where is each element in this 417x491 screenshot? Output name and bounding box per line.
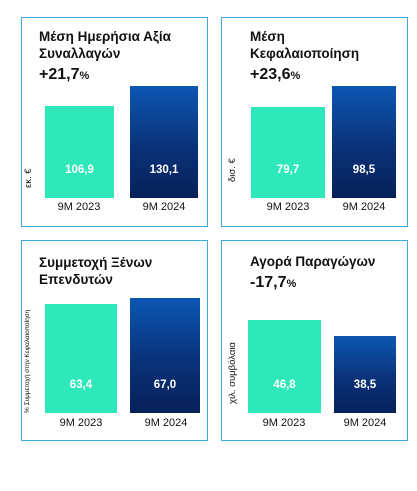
change-unit: % — [79, 70, 90, 82]
bar-value-label: 63,4 — [69, 379, 93, 391]
panel-title-line-1: Συμμετοχή Ξένων — [39, 255, 153, 270]
bar-9m-2024: 67,0 — [130, 298, 200, 413]
category-label-9m-2023: 9M 2023 — [59, 417, 103, 429]
category-label-9m-2023: 9M 2023 — [266, 201, 310, 213]
y-axis-unit: εκ. € — [23, 168, 34, 188]
category-label-9m-2023: 9M 2023 — [57, 201, 101, 213]
bar-value-label: 106,9 — [65, 164, 94, 176]
panel-title: Μέση Κεφαλαιοποίηση — [250, 28, 359, 62]
change-value: +21,7 — [39, 66, 80, 83]
panel-title-line-1: Μέση Ημερήσια Αξία — [39, 29, 171, 44]
category-label-9m-2024: 9M 2024 — [342, 201, 386, 213]
category-label-9m-2023: 9M 2023 — [262, 417, 306, 429]
y-axis-unit: δισ. € — [227, 158, 238, 182]
bar-9m-2024: 130,1 — [130, 86, 198, 198]
bar-9m-2023: 106,9 — [45, 106, 114, 198]
bar-value-label: 98,5 — [352, 164, 376, 176]
bar-value-label: 130,1 — [149, 164, 179, 176]
bar-value-label: 67,0 — [153, 379, 177, 391]
change-unit: % — [290, 70, 301, 82]
panel-title-line-2: Συναλλαγών — [39, 46, 121, 61]
panel-foreign-investors: Συμμετοχή Ξένων Επενδυτών % Συμμετοχή στ… — [21, 240, 208, 441]
bar-9m-2023: 79,7 — [251, 107, 325, 198]
change-value: +23,6 — [250, 66, 291, 83]
panel-avg-daily-value: Μέση Ημερήσια Αξία Συναλλαγών +21,7% εκ.… — [21, 17, 208, 227]
bar-value-label: 79,7 — [276, 164, 300, 176]
change-unit: % — [286, 278, 297, 290]
bar-9m-2024: 38,5 — [334, 336, 396, 413]
panel-title-line-2: Επενδυτών — [39, 272, 113, 287]
bar-9m-2024: 98,5 — [332, 86, 396, 198]
y-axis-unit: % Συμμετοχή στην Κεφαλαιοποίηση — [24, 309, 31, 413]
bar-9m-2023: 63,4 — [45, 304, 117, 413]
panel-title: Μέση Ημερήσια Αξία Συναλλαγών — [39, 28, 171, 62]
category-label-9m-2024: 9M 2024 — [343, 417, 387, 429]
change-percentage: +23,6% — [250, 66, 300, 85]
y-axis-unit: χιλ. συμβόλαια — [227, 342, 238, 404]
change-value: -17,7 — [250, 274, 287, 291]
change-percentage: +21,7% — [39, 66, 89, 85]
category-label-9m-2024: 9M 2024 — [142, 201, 186, 213]
panel-derivatives-market: Αγορά Παραγώγων -17,7% χιλ. συμβόλαια 46… — [221, 240, 408, 441]
panel-title-line-1: Μέση — [250, 29, 285, 44]
panel-avg-capitalization: Μέση Κεφαλαιοποίηση +23,6% δισ. € 79,7 9… — [221, 17, 408, 227]
panel-title-line-1: Αγορά Παραγώγων — [250, 254, 376, 269]
panel-title-line-2: Κεφαλαιοποίηση — [250, 46, 360, 61]
panel-title: Συμμετοχή Ξένων Επενδυτών — [39, 254, 152, 288]
panel-title: Αγορά Παραγώγων — [250, 253, 375, 270]
bar-value-label: 46,8 — [273, 379, 296, 391]
bar-9m-2023: 46,8 — [248, 320, 321, 413]
bar-value-label: 38,5 — [353, 379, 377, 391]
category-label-9m-2024: 9M 2024 — [144, 417, 188, 429]
change-percentage: -17,7% — [250, 274, 296, 293]
